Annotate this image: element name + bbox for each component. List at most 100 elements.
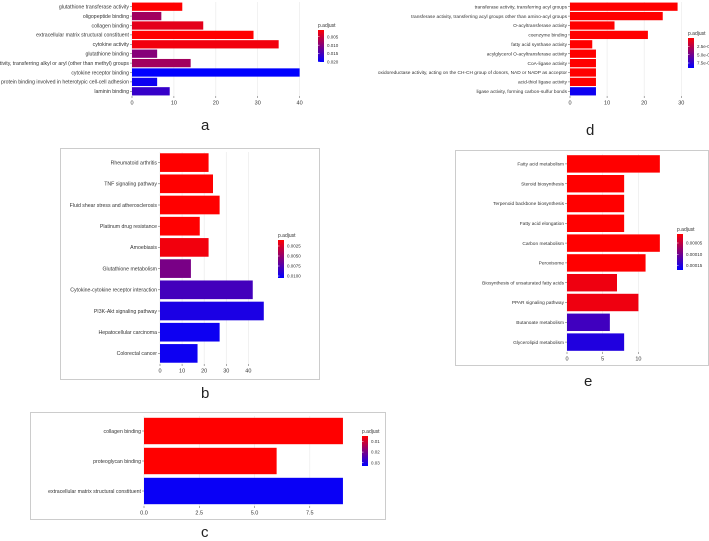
bar [132, 2, 183, 11]
x-tick-label: 40 [297, 101, 303, 107]
legend-tick-label: 0.03 [371, 460, 380, 465]
category-label: Amoebiasis [130, 245, 157, 251]
legend-tick-label: 0.020 [327, 60, 339, 65]
category-label: extracellular matrix structural constitu… [48, 489, 141, 495]
legend-tick-label: 0.0025 [287, 244, 301, 249]
bar [567, 214, 625, 233]
legend-tick-label: 0.0050 [287, 254, 301, 259]
category-label: PPAR signaling pathway [512, 300, 565, 306]
bar [160, 280, 253, 300]
bar [567, 234, 660, 252]
category-label: transferase activity, transferring alkyl… [0, 61, 129, 67]
bar [567, 273, 617, 292]
x-tick-label: 30 [223, 369, 229, 375]
bar [570, 68, 596, 77]
category-label: acid-thiol ligase activity [518, 80, 568, 86]
chart-e: Fatty acid metabolism Steroid biosynthesi… [455, 150, 709, 366]
bar [160, 259, 191, 278]
x-tick-label: 10 [604, 101, 610, 107]
category-label: Carbon metabolism [522, 241, 564, 247]
category-label: PI3K-Akt signaling pathway [94, 309, 158, 315]
category-label: fatty acid synthase activity [511, 42, 567, 48]
bar [144, 447, 277, 475]
category-label: Platinum drug resistance [100, 224, 157, 230]
legend-tick-label: 7.5e-09 [697, 61, 709, 66]
bar [132, 77, 158, 87]
bar [144, 477, 343, 505]
x-tick-label: 10 [171, 101, 177, 107]
bar [132, 58, 191, 68]
bar [570, 77, 596, 87]
category-label: protein binding involved in heterotypic … [1, 80, 129, 86]
x-tick-label: 0 [565, 357, 568, 363]
category-label: Peroxisome [539, 261, 565, 267]
bar [160, 322, 220, 342]
bar [570, 49, 596, 58]
x-tick-label: 30 [255, 101, 261, 107]
bar [160, 238, 209, 257]
bar [132, 30, 254, 40]
legend-colorbar [318, 30, 324, 62]
legend-tick-label: 0.0100 [287, 274, 301, 279]
legend-tick-label: 0.02 [371, 450, 380, 455]
panel-label-e: e [584, 373, 593, 390]
category-label: Fluid shear stress and atherosclerosis [70, 203, 158, 209]
panel-label-b: b [201, 385, 210, 402]
bar [160, 174, 213, 194]
legend-tick-label: 5.0e-09 [697, 52, 709, 57]
category-label: Hepatocellular carcinoma [98, 330, 157, 336]
x-tick-label: 0 [568, 101, 571, 107]
category-label: cytokine activity [93, 42, 130, 48]
legend-colorbar [278, 240, 284, 278]
category-label: acylglycerol O-acyltransferase activity [487, 51, 568, 57]
category-label: Steroid biosynthesis [521, 181, 565, 187]
legend-title: p.adjust [677, 227, 695, 233]
panel-label-c: c [201, 524, 209, 541]
category-label: proteoglycan binding [93, 459, 141, 465]
x-tick-label: 40 [245, 369, 251, 375]
bar [567, 333, 625, 351]
bar [567, 155, 660, 173]
bar [132, 40, 279, 49]
panel-frame [30, 412, 386, 520]
panel-label-a: a [201, 117, 210, 134]
category-label: Biosynthesis of unsaturated fatty acids [482, 280, 564, 286]
chart-a: glutathione transferase activity oligopep… [0, 2, 339, 107]
category-label: Butanoate metabolism [516, 320, 564, 326]
panel-d: transferase activity, transferring acyl … [355, 0, 709, 110]
bar [567, 194, 625, 213]
bar [567, 254, 646, 272]
x-tick-label: 7.5 [306, 511, 314, 517]
x-tick-label: 20 [201, 369, 207, 375]
legend-title: p.adjust [688, 31, 706, 37]
panel-c: collagen binding proteoglycan binding extr… [30, 412, 386, 520]
category-label: coenzyme binding [528, 33, 567, 39]
legend-tick-label: 0.010 [327, 43, 339, 48]
category-label: transferase activity, transferring acyl … [475, 4, 568, 10]
legend-title: p.adjust [362, 429, 380, 435]
bar [570, 40, 593, 49]
bar [567, 313, 610, 332]
category-label: Glutathione metabolism [103, 266, 158, 272]
bar [570, 11, 663, 21]
bar [132, 68, 300, 77]
bar [132, 21, 204, 30]
bar [160, 216, 200, 236]
x-tick-label: 10 [179, 369, 185, 375]
panel-a: glutathione transferase activity oligopep… [0, 0, 350, 110]
bar [570, 21, 615, 30]
legend-colorbar [677, 234, 683, 270]
category-label: collagen binding [92, 23, 130, 29]
category-label: Rheumatoid arthritis [111, 160, 158, 166]
panel-label-d: d [586, 122, 595, 139]
legend-tick-label: 0.015 [327, 51, 339, 56]
category-label: CoA-ligase activity [528, 61, 568, 67]
bar [567, 174, 625, 193]
bar [132, 49, 158, 58]
chart-d: transferase activity, transferring acyl … [378, 2, 709, 107]
x-tick-label: 20 [641, 101, 647, 107]
chart-b: Rheumatoid arthritis TNF signaling pathwa… [60, 148, 320, 380]
bar [570, 30, 648, 40]
category-label: laminin binding [94, 89, 129, 95]
category-label: Terpenoid backbone biosynthesis [493, 201, 565, 207]
